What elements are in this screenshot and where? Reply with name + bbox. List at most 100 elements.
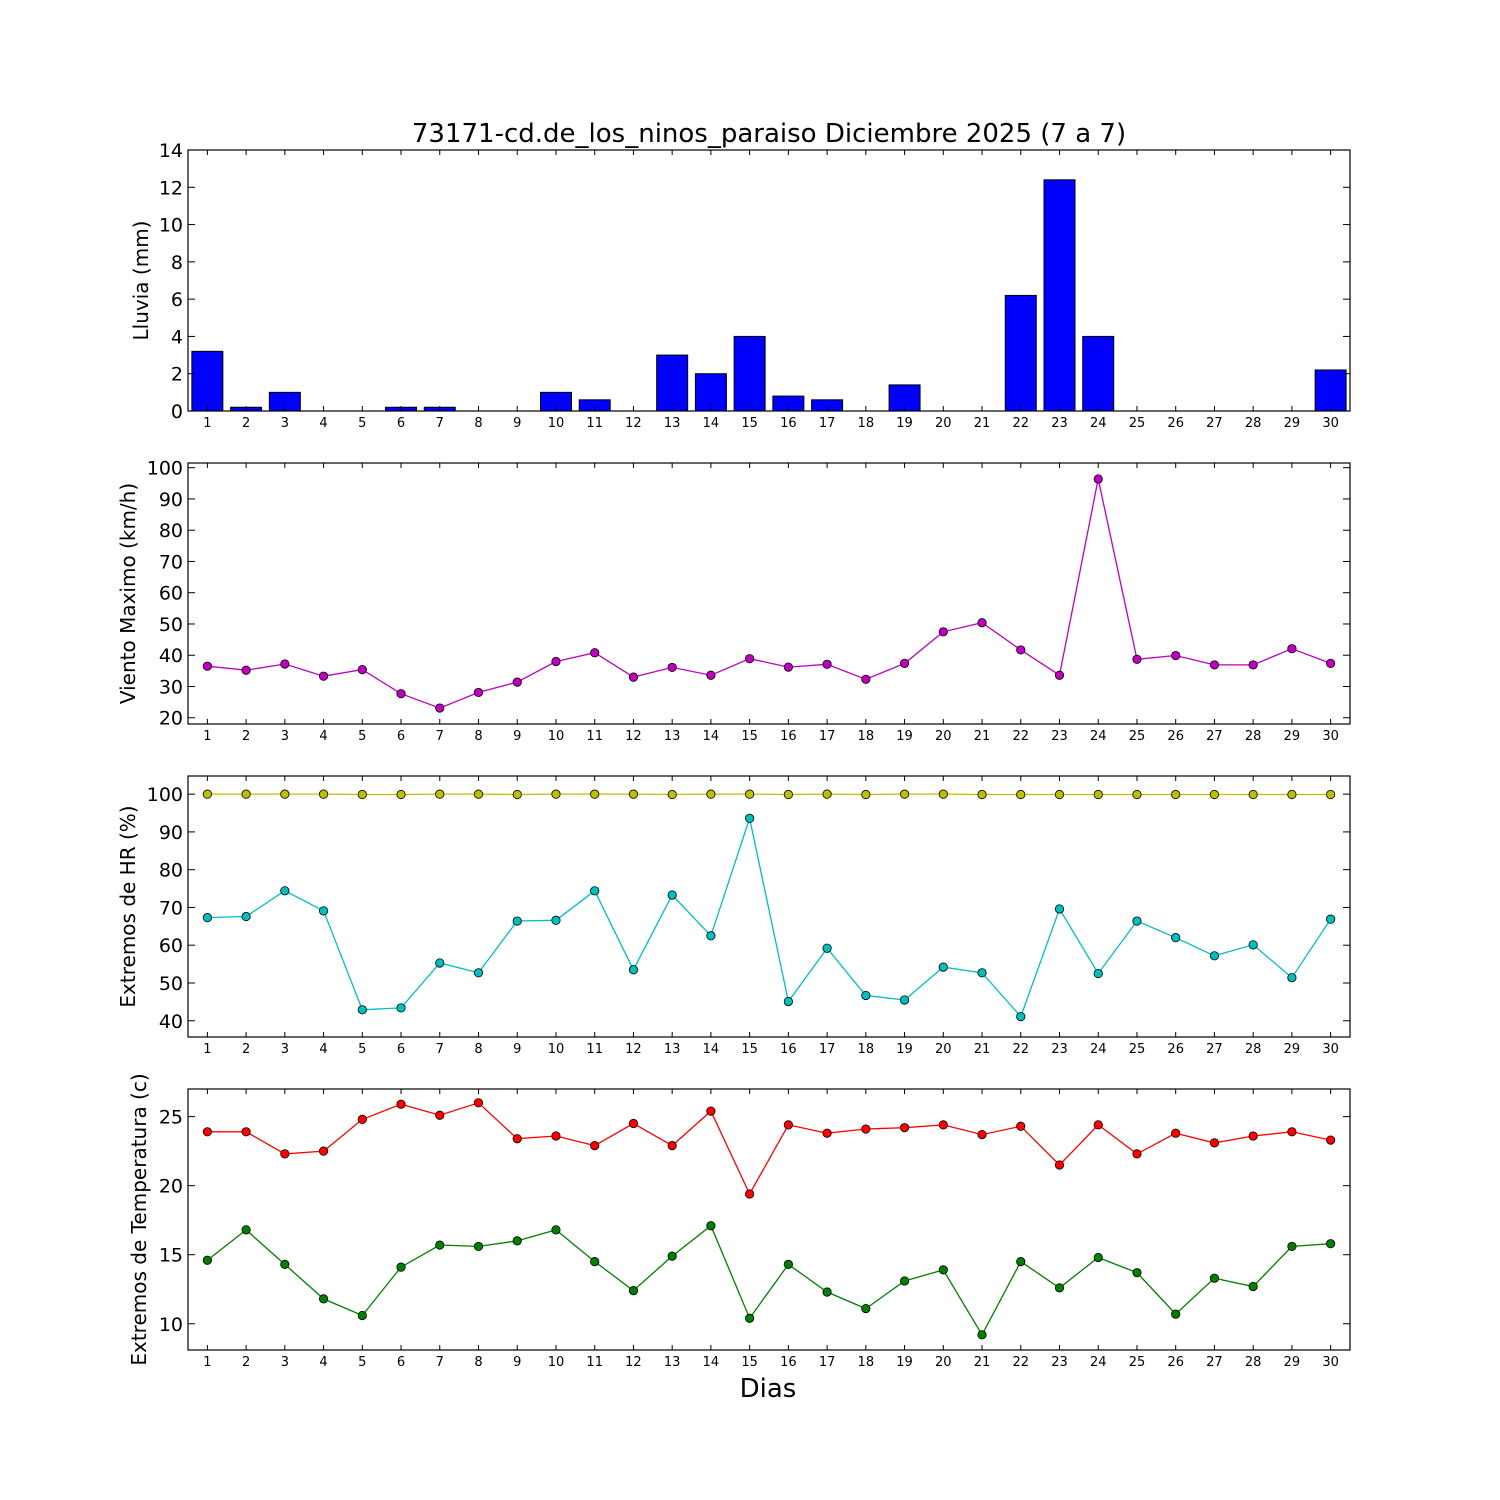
x-tick-label: 23	[1051, 416, 1068, 431]
data-point	[938, 962, 948, 972]
x-tick-label: 5	[358, 1355, 366, 1370]
y-tick-label: 15	[159, 1245, 183, 1267]
data-point	[745, 1189, 755, 1199]
x-tick-label: 11	[586, 416, 603, 431]
data-point	[435, 703, 445, 713]
data-point	[667, 1141, 677, 1151]
x-tick-label: 9	[513, 1355, 521, 1370]
data-point	[512, 916, 522, 926]
data-point	[1287, 789, 1297, 800]
data-point	[706, 931, 716, 941]
x-tick-label: 25	[1129, 1355, 1146, 1370]
y-tick-label: 40	[159, 645, 183, 667]
data-point	[202, 1255, 212, 1265]
data-point	[783, 662, 793, 672]
y-tick-label: 30	[159, 676, 183, 698]
y-tick-label: 12	[159, 177, 183, 199]
x-tick-label: 8	[474, 1355, 482, 1370]
data-point	[318, 789, 329, 799]
data-point	[241, 911, 251, 922]
x-tick-label: 26	[1167, 729, 1184, 744]
data-point	[1209, 1273, 1220, 1283]
data-point	[1093, 968, 1103, 979]
x-tick-label: 29	[1284, 729, 1301, 744]
data-point	[628, 672, 639, 682]
data-point	[899, 1276, 910, 1286]
x-tick-label: 22	[1012, 729, 1029, 744]
x-tick-label: 9	[513, 1042, 521, 1057]
data-point	[1209, 1138, 1220, 1148]
x-tick-label: 23	[1051, 1042, 1068, 1057]
x-tick-label: 4	[319, 416, 327, 431]
x-tick-label: 5	[358, 416, 366, 431]
x-tick-label: 12	[625, 416, 642, 431]
data-point	[1054, 670, 1065, 680]
x-tick-label: 1	[203, 416, 211, 431]
x-tick-label: 17	[819, 729, 836, 744]
x-tick-label: 22	[1012, 1355, 1029, 1370]
data-point	[1326, 1239, 1336, 1249]
data-point	[977, 968, 987, 978]
data-point	[1248, 1131, 1258, 1141]
x-tick-label: 21	[974, 1355, 991, 1370]
x-tick-label: 19	[896, 1355, 913, 1370]
data-point	[396, 1003, 406, 1013]
data-point	[1248, 940, 1258, 950]
x-tick-label: 14	[703, 416, 720, 431]
x-tick-label: 3	[281, 416, 289, 431]
rain-bar	[1082, 335, 1115, 412]
x-tick-label: 7	[436, 416, 444, 431]
data-point	[861, 990, 871, 1001]
data-point	[1132, 789, 1142, 800]
x-tick-label: 29	[1284, 416, 1301, 431]
data-point	[822, 943, 832, 953]
data-point	[1171, 1128, 1181, 1138]
x-tick-label: 22	[1012, 416, 1029, 431]
x-tick-label: 19	[896, 729, 913, 744]
data-point	[1132, 654, 1142, 664]
data-point	[280, 886, 290, 896]
axes-frame	[187, 149, 1351, 412]
x-tick-label: 15	[741, 1042, 758, 1057]
data-point	[938, 1120, 948, 1130]
x-tick-label: 2	[242, 416, 250, 431]
data-point	[435, 958, 445, 968]
y-tick-label: 70	[159, 551, 183, 573]
x-tick-label: 21	[974, 729, 991, 744]
data-point	[357, 789, 367, 800]
data-point	[1248, 1281, 1258, 1292]
x-tick-label: 11	[586, 1042, 603, 1057]
data-point	[435, 1110, 445, 1120]
x-tick-label: 24	[1090, 729, 1107, 744]
data-point	[1326, 1135, 1336, 1145]
data-point	[1209, 789, 1220, 800]
data-point	[551, 656, 561, 667]
panel-2: 1 2 3 4 5 6 7 8 9 10 11 12 13 14 15 16 17 18 19 20 21 22 23 24 2…	[116, 458, 1351, 744]
x-tick-label: 2	[242, 1355, 250, 1370]
data-point	[202, 661, 212, 671]
data-point	[977, 1330, 987, 1340]
data-point	[396, 1099, 406, 1109]
x-tick-label: 30	[1322, 416, 1339, 431]
x-tick-label: 15	[741, 416, 758, 431]
x-tick-label: 16	[780, 416, 797, 431]
x-tick-label: 30	[1322, 729, 1339, 744]
data-point	[473, 968, 484, 978]
x-tick-label: 24	[1090, 1042, 1107, 1057]
data-point	[318, 671, 329, 681]
y-tick-label: 8	[171, 252, 183, 274]
x-tick-label: 30	[1322, 1355, 1339, 1370]
x-tick-label: 27	[1206, 416, 1223, 431]
x-tick-label: 13	[664, 1355, 681, 1370]
y-tick-label: 80	[159, 860, 183, 882]
data-point	[1248, 660, 1258, 670]
y-tick-label: 90	[159, 822, 183, 844]
y-tick-label: 14	[159, 140, 183, 162]
data-point	[938, 789, 948, 799]
x-tick-label: 26	[1167, 1355, 1184, 1370]
data-point	[1093, 789, 1103, 800]
data-point	[628, 1118, 639, 1129]
x-tick-label: 4	[319, 1042, 327, 1057]
x-tick-label: 18	[858, 1042, 875, 1057]
data-point	[1287, 644, 1297, 654]
